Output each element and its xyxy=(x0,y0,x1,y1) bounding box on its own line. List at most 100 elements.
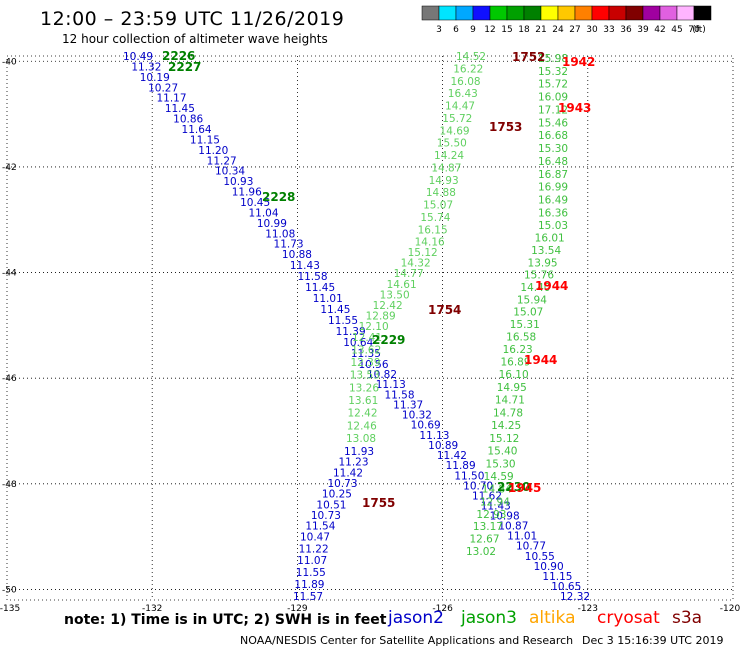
overpass-time-label: 1755 xyxy=(362,496,395,510)
colorbar-swatch xyxy=(506,5,525,21)
swh-value-label: 11.20 xyxy=(198,145,228,157)
swh-value-label: 10.49 xyxy=(123,51,153,63)
swh-value-label: 12.42 xyxy=(373,300,403,312)
swh-value-label: 13.95 xyxy=(528,257,558,269)
swh-value-label: 14.95 xyxy=(497,382,527,394)
swh-value-label: 14.77 xyxy=(394,268,424,280)
colorbar-swatch xyxy=(676,5,695,21)
swh-value-label: 16.43 xyxy=(448,88,478,100)
swh-value-label: 14.24 xyxy=(434,150,464,162)
swh-value-label: 11.22 xyxy=(299,543,329,555)
swh-value-label: 10.99 xyxy=(257,218,287,230)
overpass-time-label: 2230 xyxy=(497,480,530,494)
swh-value-label: 15.46 xyxy=(538,117,568,129)
swh-value-label: 11.35 xyxy=(351,348,381,360)
colorbar-tick-label: 70 xyxy=(688,25,700,35)
swh-value-label: 10.34 xyxy=(215,166,245,178)
colorbar-unit-label: (ft) xyxy=(692,25,706,35)
overpass-time-label: 2229 xyxy=(372,333,405,347)
swh-value-label: 11.39 xyxy=(336,326,366,338)
overpass-time-label: 2227 xyxy=(168,60,201,74)
swh-value-label: 14.25 xyxy=(491,420,521,432)
swh-value-label: 11.23 xyxy=(338,457,368,469)
swh-value-label: 10.47 xyxy=(300,531,330,543)
swh-value-label: 16.89 xyxy=(500,356,530,368)
swh-value-label: 13.62 xyxy=(351,344,381,356)
swh-value-label: 10.64 xyxy=(343,337,373,349)
swh-value-label: 15.31 xyxy=(510,319,540,331)
swh-value-label: 14.71 xyxy=(495,395,525,407)
swh-value-label: 12.67 xyxy=(469,534,499,546)
latitude-label: -48 xyxy=(2,480,17,490)
swh-value-label: 14.52 xyxy=(456,51,486,63)
map-frame xyxy=(6,55,734,601)
swh-value-label: 17.12 xyxy=(538,104,568,116)
color-scale-bar: 3 6 9 12 15 18 21 24 27 30 33 36 39 42 45 70(ft) xyxy=(421,5,712,35)
swh-value-label: 12.42 xyxy=(347,408,377,420)
legend-cryosat: cryosat xyxy=(597,608,660,628)
legend-altika: altika xyxy=(529,608,576,628)
swh-value-label: 14.32 xyxy=(401,258,431,270)
swh-value-label: 14.87 xyxy=(431,162,461,174)
latitude-label: -44 xyxy=(2,269,17,279)
swh-value-label: 12.89 xyxy=(366,311,396,323)
colorbar-tick-label: 39 xyxy=(637,25,649,35)
swh-value-label: 10.19 xyxy=(140,72,170,84)
colorbar-tick-label: 21 xyxy=(535,25,546,35)
colorbar-tick-label: 12 xyxy=(484,25,495,35)
colorbar-tick-label: 15 xyxy=(501,25,512,35)
swh-value-label: 16.99 xyxy=(538,182,568,194)
overpass-time-label: 1752 xyxy=(512,50,545,64)
colorbar-swatch xyxy=(591,5,610,21)
longitude-label: -129 xyxy=(287,604,308,614)
swh-value-label: 16.58 xyxy=(506,331,536,343)
swh-value-label: 14.69 xyxy=(440,125,470,137)
colorbar-tick-label: 24 xyxy=(552,25,564,35)
colorbar-swatch xyxy=(557,5,576,21)
colorbar-tick-label: 18 xyxy=(518,25,530,35)
swh-value-label: 10.25 xyxy=(322,489,352,501)
swh-value-label: 15.50 xyxy=(437,138,467,150)
swh-value-label: 16.01 xyxy=(535,233,565,245)
swh-value-label: 10.88 xyxy=(282,249,312,261)
swh-value-label: 15.94 xyxy=(517,294,547,306)
legend-jason3: jason3 xyxy=(461,608,517,628)
swh-value-label: 11.45 xyxy=(165,103,195,115)
swh-value-label: 10.89 xyxy=(428,440,458,452)
swh-value-label: 11.32 xyxy=(131,61,161,73)
colorbar-tick-label: 42 xyxy=(654,25,665,35)
colorbar-swatch xyxy=(489,5,508,21)
swh-value-label: 11.62 xyxy=(472,490,502,502)
swh-value-label: 15.07 xyxy=(423,200,453,212)
colorbar-swatch xyxy=(574,5,593,21)
swh-value-label: 10.56 xyxy=(358,359,388,371)
swh-value-label: 12.32 xyxy=(560,591,590,603)
swh-value-label: 11.04 xyxy=(248,207,278,219)
overpass-time-label: 2228 xyxy=(262,190,295,204)
swh-value-label: 13.61 xyxy=(348,395,378,407)
swh-value-label: 11.57 xyxy=(293,591,323,603)
swh-value-label: 10.93 xyxy=(223,176,253,188)
swh-value-label: 14.47 xyxy=(445,101,475,113)
colorbar-tick-label: 27 xyxy=(569,25,580,35)
swh-value-label: 15.12 xyxy=(489,433,519,445)
swh-value-label: 14.40 xyxy=(520,282,550,294)
footer-credit: NOAA/NESDIS Center for Satellite Applica… xyxy=(240,634,574,647)
swh-value-label: 14.59 xyxy=(484,471,514,483)
colorbar-swatch xyxy=(540,5,559,21)
swh-value-label: 10.32 xyxy=(402,410,432,422)
swh-value-label: 12.93 xyxy=(476,509,506,521)
swh-value-label: 13.08 xyxy=(346,433,376,445)
swh-value-label: 11.01 xyxy=(507,531,537,543)
map-grid xyxy=(6,55,734,601)
swh-value-label: 10.86 xyxy=(173,114,203,126)
longitude-label: -135 xyxy=(0,604,20,614)
swh-value-label: 11.15 xyxy=(542,571,572,583)
swh-value-label: 12.46 xyxy=(347,420,377,432)
swh-value-label: 10.82 xyxy=(367,369,397,381)
swh-value-label: 11.89 xyxy=(446,460,476,472)
swh-value-label: 11.93 xyxy=(344,446,374,458)
swh-value-label: 11.01 xyxy=(313,293,343,305)
swh-value-label: 11.43 xyxy=(481,500,511,512)
colorbar-tick-label: 3 xyxy=(436,25,442,35)
